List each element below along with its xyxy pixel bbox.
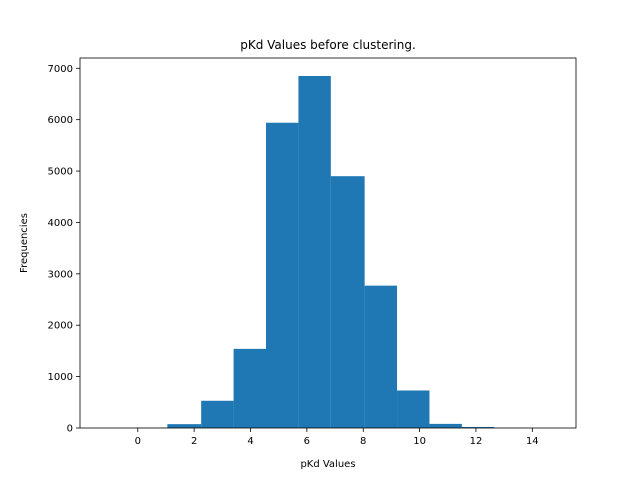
x-axis: 0 2 4 6 8 10 12 14 [135,428,539,447]
histogram-bar [330,176,365,428]
histogram-bar [266,122,299,428]
histogram-bar [201,400,234,428]
chart-title: pKd Values before clustering. [240,38,416,52]
y-tick-label: 0 [67,424,73,435]
x-tick-label: 14 [526,436,539,447]
x-tick-label: 6 [304,436,310,447]
y-tick-label: 1000 [48,372,73,383]
histogram-bar [298,75,331,428]
y-tick-label: 4000 [48,218,73,229]
histogram-bar [429,423,462,428]
bars-group [134,75,561,428]
x-tick-label: 12 [470,436,483,447]
x-axis-label: pKd Values [300,459,355,470]
histogram-bar [233,348,266,428]
y-tick-label: 3000 [48,269,73,280]
histogram-bar [364,285,398,428]
y-axis: 0 1000 2000 3000 4000 5000 6000 7000 [48,64,80,435]
x-tick-label: 10 [413,436,426,447]
y-axis-label: Frequencies [19,213,30,273]
y-tick-label: 5000 [48,167,73,178]
x-tick-label: 2 [191,436,197,447]
y-tick-label: 6000 [48,115,73,126]
histogram-bar [461,426,495,428]
x-tick-label: 4 [247,436,253,447]
y-tick-label: 7000 [48,64,73,75]
x-tick-label: 0 [135,436,141,447]
x-tick-label: 8 [360,436,366,447]
plot-frame [79,57,577,429]
histogram-bar [167,424,202,428]
y-tick-label: 2000 [48,321,73,332]
histogram-bar [397,390,430,428]
